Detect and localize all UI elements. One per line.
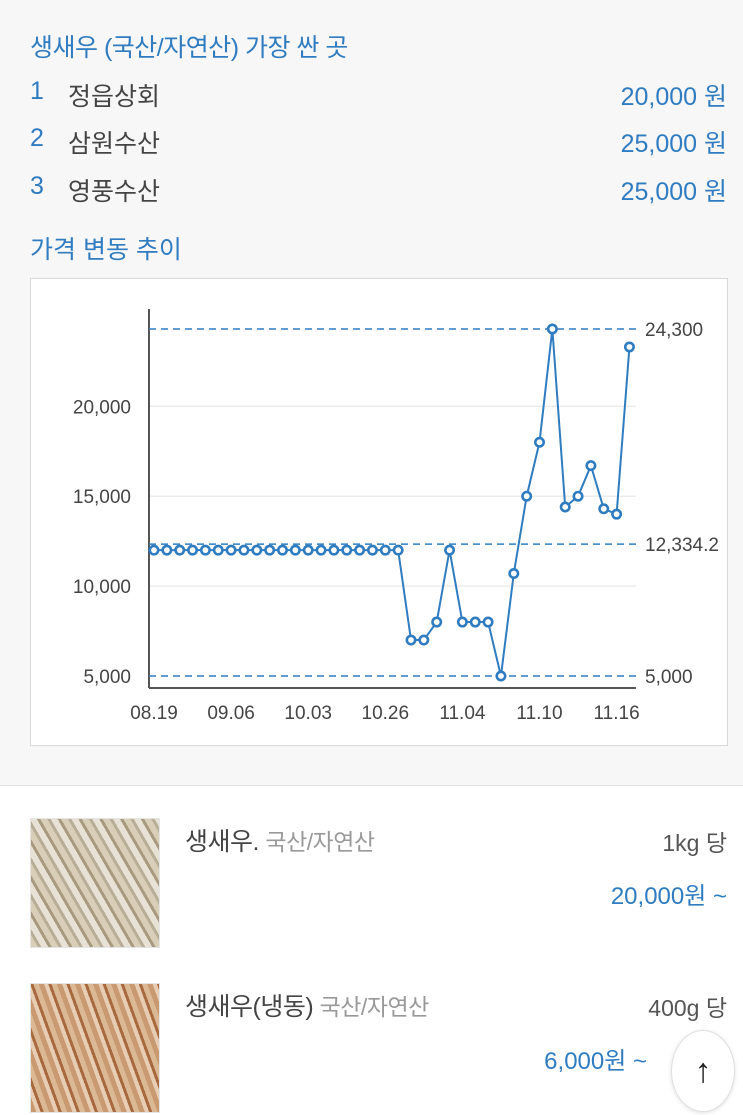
data-point [469, 616, 481, 628]
y-tick-label: 5,000 [83, 667, 131, 688]
data-point [623, 341, 635, 353]
product-item[interactable]: 생새우(냉동) 국산/자연산 400g 당 6,000원 ~ [30, 983, 727, 1113]
data-point [289, 544, 301, 556]
chart-svg: 5,000 10,000 15,000 20,000 24,300 12,334.2 5,0… [73, 309, 719, 724]
data-point [598, 503, 610, 515]
x-tick-label: 10.03 [284, 703, 332, 724]
data-point [392, 544, 404, 556]
product-name-line: 생새우. 국산/자연산 [185, 822, 375, 858]
shop-row[interactable]: 1 정읍상회 20,000 원 [30, 77, 727, 113]
data-point [521, 490, 533, 502]
data-point [366, 544, 378, 556]
x-tick-label: 08.19 [130, 703, 178, 724]
data-point [315, 544, 327, 556]
shop-rank: 3 [30, 172, 44, 200]
product-image [30, 983, 160, 1113]
cheapest-title: 생새우 (국산/자연산) 가장 싼 곳 [30, 34, 348, 62]
data-point [379, 544, 391, 556]
shop-price: 20,000 원 [620, 83, 727, 111]
product-name: 생새우. [185, 828, 259, 856]
reference-label: 5,000 [645, 667, 693, 688]
shop-name: 영풍수산 [68, 178, 161, 206]
data-point [212, 544, 224, 556]
data-point [148, 544, 160, 556]
data-point [572, 490, 584, 502]
data-point [585, 460, 597, 472]
price-trend-chart: 5,000 10,000 15,000 20,000 24,300 12,334.2 5,0… [30, 278, 728, 746]
product-unit: 1kg 당 [662, 830, 727, 856]
y-tick-label: 15,000 [73, 487, 131, 508]
product-name: 생새우(냉동) [185, 993, 314, 1021]
scroll-to-top-button[interactable]: ↑ [671, 1030, 735, 1112]
data-point [431, 616, 443, 628]
x-tick-label: 11.04 [439, 703, 486, 724]
x-tick-label: 09.06 [207, 703, 255, 724]
data-point [405, 634, 417, 646]
data-point [354, 544, 366, 556]
data-point [264, 544, 276, 556]
x-tick-label: 11.10 [516, 703, 562, 724]
data-point [495, 670, 507, 682]
product-origin: 국산/자연산 [319, 994, 430, 1020]
product-origin: 국산/자연산 [265, 829, 375, 855]
product-price: 6,000원 ~ [544, 1048, 647, 1075]
data-point [508, 568, 520, 580]
shop-rank: 2 [30, 124, 44, 152]
data-point [341, 544, 353, 556]
data-point [225, 544, 237, 556]
shop-row[interactable]: 3 영풍수산 25,000 원 [30, 172, 727, 208]
product-item[interactable]: 생새우. 국산/자연산 1kg 당 20,000원 ~ [30, 818, 727, 948]
shop-name: 삼원수산 [68, 130, 161, 158]
data-point [533, 436, 545, 448]
data-point [418, 634, 430, 646]
data-point [238, 544, 250, 556]
price-summary-section: 생새우 (국산/자연산) 가장 싼 곳 1 정읍상회 20,000 원 2 삼원… [0, 34, 743, 786]
reference-label: 12,334.2 [645, 535, 719, 556]
data-point [161, 544, 173, 556]
shop-price: 25,000 원 [620, 130, 727, 158]
shop-name: 정읍상회 [68, 83, 161, 111]
data-point [187, 544, 199, 556]
data-point [456, 616, 468, 628]
data-point [611, 508, 623, 520]
arrow-up-icon: ↑ [694, 1051, 712, 1090]
shop-row[interactable]: 2 삼원수산 25,000 원 [30, 124, 727, 160]
data-point [559, 501, 571, 513]
shop-price: 25,000 원 [620, 178, 727, 206]
data-point [199, 544, 211, 556]
data-point [277, 544, 289, 556]
data-point [482, 616, 494, 628]
data-point [444, 544, 456, 556]
y-tick-label: 20,000 [73, 397, 131, 418]
trend-title: 가격 변동 추이 [30, 236, 182, 264]
y-tick-label: 10,000 [73, 577, 131, 598]
data-point [251, 544, 263, 556]
product-price: 20,000원 ~ [610, 883, 727, 910]
data-point [174, 544, 186, 556]
data-point [546, 323, 558, 335]
data-point [328, 544, 340, 556]
shop-rank: 1 [30, 77, 44, 105]
product-unit: 400g 당 [648, 995, 727, 1021]
product-name-line: 생새우(냉동) 국산/자연산 [185, 987, 429, 1023]
reference-label: 24,300 [645, 320, 703, 341]
price-line [154, 328, 631, 677]
x-tick-label: 10.26 [362, 703, 410, 724]
data-point [302, 544, 314, 556]
product-image [30, 818, 160, 948]
x-tick-label: 11.16 [594, 703, 640, 724]
